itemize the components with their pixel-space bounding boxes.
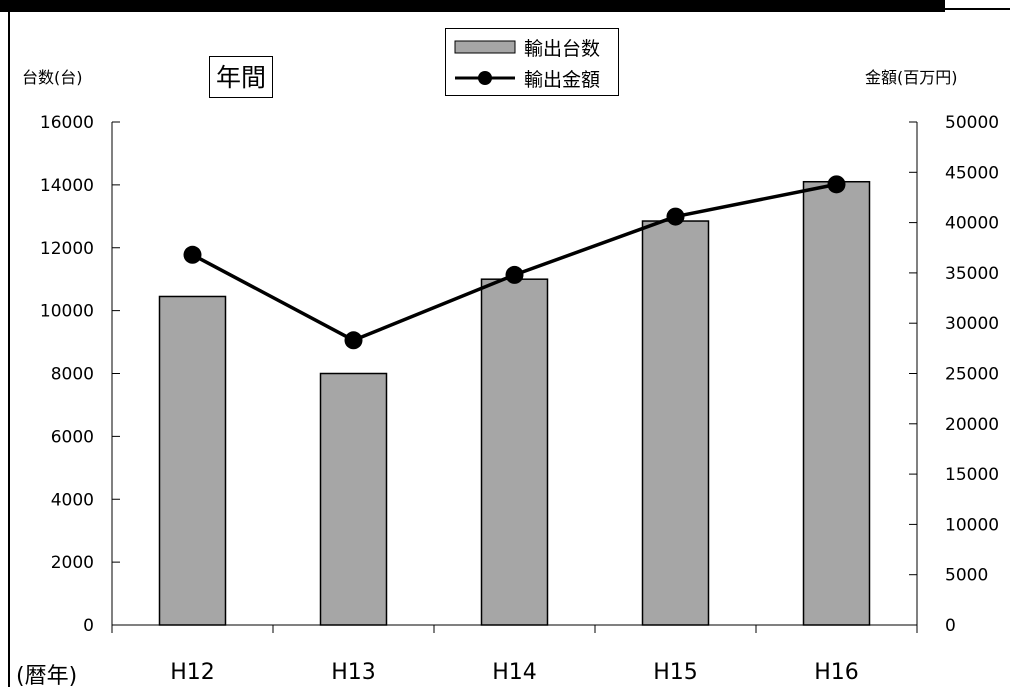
x-axis-tick-label: H12 [170,660,215,685]
top-border-bar [0,0,945,12]
left-axis-tick-label: 2000 [51,553,94,573]
bar-H16 [802,180,871,626]
right-axis-label: 金額(百万円) [865,68,958,87]
legend-label-line: 輸出金額 [524,68,601,91]
line-point-H14 [505,265,524,284]
right-axis-tick-label: 5000 [945,566,988,586]
line-point-H13 [344,331,363,350]
line-point-H16 [827,175,846,194]
legend: 輸出台数 輸出金額 [445,28,619,96]
left-axis-tick-label: 10000 [40,302,94,322]
bar-H12 [158,295,227,626]
legend-bar-swatch [454,40,516,54]
legend-item-line: 輸出金額 [454,63,600,93]
x-axis-tick-label: H13 [331,660,376,685]
legend-line-swatch [455,71,515,85]
period-label: 年間 [209,56,274,98]
legend-item-bar: 輸出台数 [454,32,600,62]
line-point-H12 [183,245,202,264]
right-axis-tick-label: 40000 [945,214,999,234]
left-axis-label: 台数(台) [22,68,83,87]
right-axis-tick-label: 45000 [945,163,999,183]
bar-H14 [480,278,549,626]
left-axis-tick-label: 4000 [51,490,94,510]
right-axis-tick-label: 10000 [945,515,999,535]
left-axis-tick-label: 0 [83,616,94,636]
bar-H15 [641,220,710,626]
x-axis-tick-label: H14 [492,660,537,685]
left-axis-tick-label: 14000 [40,176,94,196]
right-axis-tick-label: 50000 [945,113,999,133]
right-axis-tick-label: 30000 [945,314,999,334]
left-axis-tick-label: 6000 [51,427,94,447]
legend-label-bar: 輸出台数 [524,37,601,60]
left-axis-tick-label: 8000 [51,365,94,385]
bar-H13 [319,372,388,626]
line-point-H15 [666,207,685,226]
right-axis-tick-label: 15000 [945,465,999,485]
left-axis-tick-label: 16000 [40,113,94,133]
x-axis-tick-label: H15 [653,660,698,685]
left-axis-tick-label: 12000 [40,239,94,259]
right-axis-tick-label: 35000 [945,264,999,284]
right-axis-tick-label: 25000 [945,365,999,385]
x-axis-tick-label: H16 [814,660,859,685]
right-axis-tick-label: 0 [945,616,956,636]
x-axis-caption: (暦年) [16,664,78,689]
right-axis-tick-label: 20000 [945,415,999,435]
